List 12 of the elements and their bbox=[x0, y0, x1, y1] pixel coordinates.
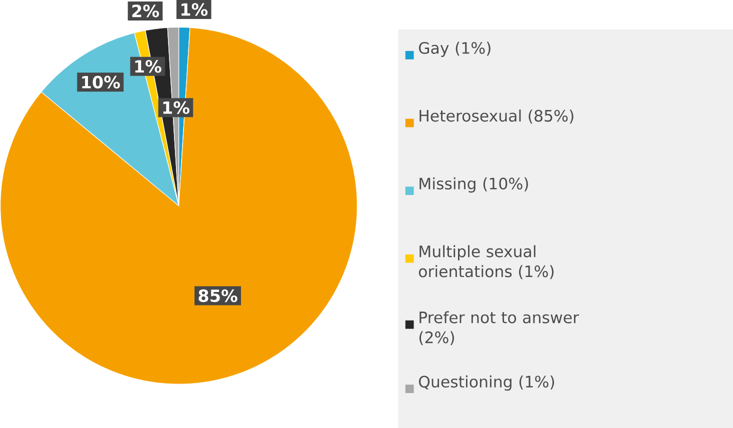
data-label: 1% bbox=[163, 101, 190, 114]
legend-label: Multiple sexual orientations (1%) bbox=[418, 245, 554, 280]
data-label: 10% bbox=[82, 76, 120, 88]
legend-label: Gay (1%) bbox=[418, 42, 490, 57]
data-label: 1% bbox=[182, 3, 208, 16]
data-label: 2% bbox=[132, 4, 159, 18]
legend-label: Heterosexual (85%) bbox=[420, 109, 574, 124]
legend-label: Prefer not to answer (2%) bbox=[419, 311, 580, 346]
legend-label: Missing (10%) bbox=[420, 177, 528, 192]
data-label: 85% bbox=[198, 289, 238, 302]
data-label: 1% bbox=[135, 60, 162, 73]
legend-label: Questioning (1%) bbox=[418, 375, 554, 391]
